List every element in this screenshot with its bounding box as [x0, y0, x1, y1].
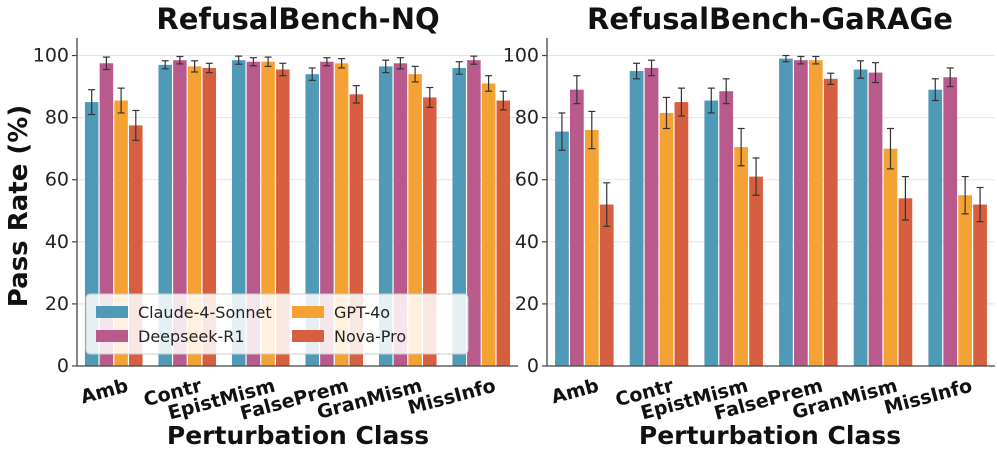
- bar: [749, 176, 763, 366]
- legend-label: Nova-Pro: [334, 327, 406, 346]
- bar: [599, 204, 614, 366]
- bar: [794, 60, 808, 366]
- chart-panel-nq: RefusalBench-NQ Perturbation Class Pass …: [4, 2, 518, 450]
- bar: [496, 100, 511, 367]
- bar: [958, 195, 972, 366]
- bar: [173, 60, 187, 366]
- legend-swatch: [292, 306, 324, 318]
- y-tick-label: 0: [527, 355, 539, 377]
- bar: [659, 112, 674, 366]
- bar: [779, 58, 793, 366]
- bar: [393, 63, 408, 367]
- bar: [853, 69, 868, 366]
- bar: [868, 72, 883, 366]
- bar: [704, 100, 719, 367]
- bar: [808, 60, 823, 366]
- bar: [452, 67, 466, 366]
- y-tick-label: 60: [515, 169, 539, 191]
- bar: [928, 89, 943, 366]
- bar: [719, 91, 734, 366]
- bar: [408, 74, 422, 367]
- legend-label: GPT-4o: [334, 303, 390, 322]
- bar: [467, 60, 481, 366]
- bar: [674, 102, 689, 366]
- bar: [734, 147, 748, 366]
- legend-swatch: [96, 306, 128, 318]
- legend-box: [85, 293, 469, 355]
- chart-title: RefusalBench-GaRAGe: [587, 2, 953, 36]
- bar: [378, 66, 393, 366]
- y-tick-label: 80: [45, 107, 69, 129]
- bar: [202, 67, 217, 366]
- x-axis-label: Perturbation Class: [167, 421, 429, 450]
- legend-label: Deepseek-R1: [138, 327, 245, 346]
- bar: [973, 204, 987, 366]
- y-tick-label: 40: [515, 231, 539, 253]
- bar: [334, 63, 349, 367]
- grid-lines: [547, 55, 995, 367]
- error-bars: [88, 55, 507, 141]
- bar: [261, 61, 275, 366]
- bar: [584, 130, 599, 366]
- y-tick-label: 40: [45, 231, 69, 253]
- bar: [305, 74, 319, 367]
- bar: [481, 83, 496, 366]
- legend-label: Claude-4-Sonnet: [138, 303, 272, 322]
- bar: [276, 69, 290, 366]
- y-tick-label: 0: [57, 355, 69, 377]
- bar: [898, 198, 913, 366]
- bar: [555, 131, 569, 366]
- chart-title: RefusalBench-NQ: [156, 2, 439, 36]
- bar: [320, 61, 334, 366]
- legend: Claude-4-Sonnet Deepseek-R1 GPT-4o Nova-Pro: [85, 293, 469, 355]
- y-tick-label: 100: [503, 45, 539, 67]
- bar: [823, 78, 838, 367]
- x-tick-label: Amb: [549, 375, 601, 409]
- y-tick-label: 20: [45, 293, 69, 315]
- bar: [99, 63, 114, 367]
- y-tick-label: 100: [33, 45, 69, 67]
- bar: [231, 60, 246, 366]
- bar: [246, 61, 261, 366]
- bars: [555, 58, 987, 367]
- legend-swatch: [292, 330, 324, 342]
- y-tick-label: 20: [515, 293, 539, 315]
- y-tick-label: 60: [45, 169, 69, 191]
- bar: [943, 77, 958, 366]
- bar: [644, 67, 659, 366]
- x-axis-label: Perturbation Class: [639, 421, 901, 450]
- bar: [629, 71, 644, 367]
- x-tick-label: Amb: [78, 375, 130, 409]
- bar: [158, 64, 172, 366]
- y-axis-label: Pass Rate (%): [4, 105, 34, 307]
- chart-panel-garage: RefusalBench-GaRAGe Perturbation Class 0…: [503, 2, 995, 450]
- bar: [883, 148, 898, 366]
- legend-swatch: [96, 330, 128, 342]
- bar: [187, 66, 202, 366]
- y-tick-label: 80: [515, 107, 539, 129]
- error-bars: [558, 54, 984, 227]
- bar: [570, 89, 584, 366]
